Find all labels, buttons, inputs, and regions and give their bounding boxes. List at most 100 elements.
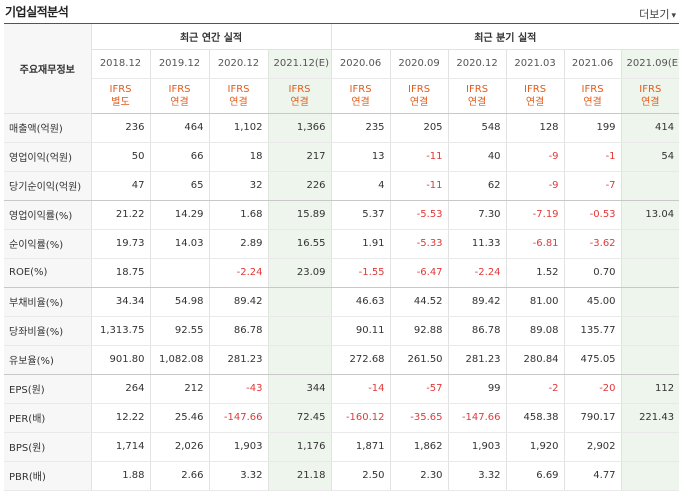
table-cell: 212 [150,374,210,404]
ifrs-scope: 별도 [111,96,130,108]
period-ifrs-4: IFRS 연결 [331,78,391,114]
table-cell: 13 [331,142,391,172]
table-cell: -7.19 [506,200,565,230]
group-quarterly: 최근 분기 실적 [331,24,680,50]
table-cell: 2.66 [150,461,210,491]
table-row: 부채비율(%) 34.34 54.98 89.42 46.63 44.52 89.42 81.… [4,287,680,317]
table-cell: 1,920 [506,432,565,462]
table-cell: 1.52 [506,258,565,288]
period-date-6: 2020.12 [448,49,507,79]
table-cell: 13.04 [621,200,680,230]
table-cell: -5.53 [390,200,449,230]
row-label: PBR(배) [4,461,92,491]
table-cell [621,229,680,259]
table-cell: 4 [331,171,391,201]
period-date-3: 2021.12(E) [268,49,332,79]
table-cell: -11 [390,142,449,172]
table-row: 유보율(%) 901.80 1,082.08 281.23 272.68 261.50 28… [4,345,680,375]
table-cell: -2.24 [448,258,507,288]
ifrs-standard: IFRS [227,83,250,95]
table-cell: 281.23 [448,345,507,375]
row-label: 당기순이익(억원) [4,171,92,201]
period-ifrs-2: IFRS 연결 [209,78,269,114]
row-label: BPS(원) [4,432,92,462]
table-cell: 221.43 [621,403,680,433]
ifrs-standard: IFRS [581,83,604,95]
table-cell: 92.88 [390,316,449,346]
table-cell: 548 [448,113,507,143]
period-date-2: 2020.12 [209,49,269,79]
table-cell: 2.30 [390,461,449,491]
table-cell: 81.00 [506,287,565,317]
ifrs-standard: IFRS [109,83,132,95]
table-cell: 464 [150,113,210,143]
row-label: EPS(원) [4,374,92,404]
ifrs-scope: 연결 [467,96,487,108]
table-cell: 15.89 [268,200,332,230]
table-cell: 86.78 [448,316,507,346]
table-cell: 1.91 [331,229,391,259]
period-ifrs-1: IFRS 연결 [150,78,210,114]
table-cell: 72.45 [268,403,332,433]
table-cell: 280.84 [506,345,565,375]
table-cell: -11 [390,171,449,201]
row-label: PER(배) [4,403,92,433]
table-cell: 264 [91,374,151,404]
table-cell: 89.42 [448,287,507,317]
table-cell [621,461,680,491]
table-cell: 18 [209,142,269,172]
row-label: 영업이익(억원) [4,142,92,172]
ifrs-scope: 연결 [583,96,602,108]
table-cell: 0.70 [564,258,622,288]
more-link[interactable]: 더보기 ▾ [639,6,676,22]
table-cell: 1,862 [390,432,449,462]
group-annual: 최근 연간 실적 [91,24,332,50]
table-cell: 3.32 [448,461,507,491]
ifrs-scope: 연결 [641,96,660,108]
table-cell: 44.52 [390,287,449,317]
table-cell: 226 [268,171,332,201]
table-cell: -20 [564,374,622,404]
table-cell: 23.09 [268,258,332,288]
table-cell: 1,082.08 [150,345,210,375]
table-cell: 1,366 [268,113,332,143]
table-cell [621,258,680,288]
table-cell: 16.55 [268,229,332,259]
table-cell: 6.69 [506,461,565,491]
table-row: ROE(%) 18.75 -2.24 23.09 -1.55 -6.47 -2.24 1.52… [4,258,680,288]
table-cell: 90.11 [331,316,391,346]
row-label: 부채비율(%) [4,287,92,317]
table-cell: 1.88 [91,461,151,491]
table-cell: -2 [506,374,565,404]
table-cell: 135.77 [564,316,622,346]
period-ifrs-9: IFRS 연결 [621,78,680,114]
table-cell: 32 [209,171,269,201]
table-cell: 14.29 [150,200,210,230]
period-ifrs-0: IFRS 별도 [91,78,151,114]
table-cell: 272.68 [331,345,391,375]
row-label: ROE(%) [4,258,92,288]
table-cell: -1 [564,142,622,172]
table-cell: 4.77 [564,461,622,491]
table-cell [621,316,680,346]
table-cell [268,287,332,317]
more-label: 더보기 [639,8,670,21]
table-cell: 235 [331,113,391,143]
table-cell: 1,102 [209,113,269,143]
table-cell: -1.55 [331,258,391,288]
table-cell: 7.30 [448,200,507,230]
row-label: 유보율(%) [4,345,92,375]
table-cell: 2,026 [150,432,210,462]
table-top-rule [4,23,679,24]
table-cell: 47 [91,171,151,201]
table-cell: 89.42 [209,287,269,317]
table-cell: -6.81 [506,229,565,259]
table-cell: 901.80 [91,345,151,375]
table-cell: -43 [209,374,269,404]
table-cell: 217 [268,142,332,172]
table-cell: 281.23 [209,345,269,375]
period-date-9: 2021.09(E) [621,49,680,79]
table-cell: 92.55 [150,316,210,346]
table-cell: 46.63 [331,287,391,317]
table-cell: 45.00 [564,287,622,317]
